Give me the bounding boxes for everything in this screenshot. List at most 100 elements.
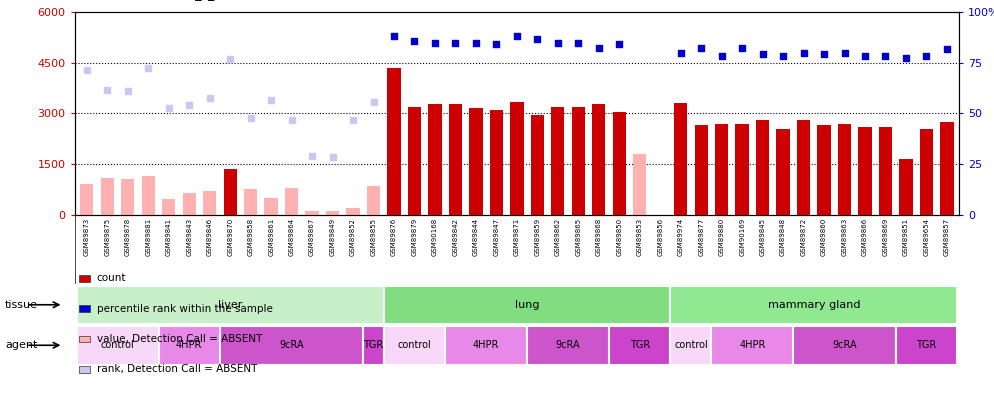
Bar (141, 176, 155, 215)
Bar (712, 326, 793, 364)
Bar (326, 211, 339, 215)
Bar (879, 127, 893, 215)
Text: GSM89877: GSM89877 (698, 218, 704, 256)
Bar (793, 326, 896, 364)
Bar (940, 122, 953, 215)
Point (530, 36, 546, 43)
Bar (736, 124, 748, 215)
Bar (79, 366, 89, 373)
Bar (469, 109, 482, 215)
Bar (715, 124, 729, 215)
Bar (100, 177, 114, 215)
Bar (81, 184, 93, 215)
Text: TGR: TGR (916, 340, 936, 350)
Text: GSM89846: GSM89846 (207, 218, 213, 256)
Point (99, 87, 115, 93)
Text: GSM89843: GSM89843 (186, 218, 192, 256)
Point (488, 41, 504, 47)
Text: GSM89850: GSM89850 (616, 218, 622, 256)
Bar (919, 129, 933, 215)
Bar (158, 326, 220, 364)
Point (120, 88, 136, 95)
Bar (224, 211, 237, 215)
Text: agent: agent (5, 340, 38, 350)
Text: lung: lung (515, 300, 540, 310)
Text: GSM89845: GSM89845 (759, 218, 765, 256)
Text: control: control (100, 340, 134, 350)
Text: GSM89863: GSM89863 (842, 218, 848, 256)
Text: GSM89857: GSM89857 (944, 218, 950, 256)
Text: GSM89847: GSM89847 (493, 218, 499, 256)
Point (590, 45, 606, 51)
Bar (776, 129, 790, 215)
Bar (428, 104, 441, 215)
Point (263, 97, 279, 103)
Text: liver: liver (218, 300, 243, 310)
Text: value, Detection Call = ABSENT: value, Detection Call = ABSENT (96, 334, 262, 344)
Text: GSM89859: GSM89859 (535, 218, 541, 256)
Point (283, 117, 299, 124)
Point (775, 53, 791, 59)
Point (345, 117, 361, 124)
Bar (695, 125, 708, 215)
Text: 4HPR: 4HPR (176, 340, 203, 350)
Text: GSM90169: GSM90169 (740, 218, 746, 256)
Bar (531, 115, 544, 215)
Point (427, 39, 443, 46)
Bar (448, 104, 462, 215)
Text: TGR: TGR (629, 340, 650, 350)
Text: 9cRA: 9cRA (832, 340, 857, 350)
Point (714, 53, 730, 59)
Text: count: count (96, 273, 126, 283)
Point (939, 46, 955, 53)
Text: GSM89842: GSM89842 (452, 218, 458, 256)
Text: percentile rank within the sample: percentile rank within the sample (96, 304, 272, 314)
Text: GSM89880: GSM89880 (719, 218, 725, 256)
Text: GSM89867: GSM89867 (309, 218, 315, 256)
Point (304, 152, 320, 159)
Bar (162, 200, 175, 215)
Text: 4HPR: 4HPR (740, 340, 765, 350)
Text: GSM89876: GSM89876 (391, 218, 397, 256)
Point (795, 49, 811, 56)
Point (878, 53, 894, 59)
Text: control: control (674, 340, 708, 350)
Point (243, 115, 258, 122)
Bar (363, 326, 384, 364)
Bar (285, 188, 298, 215)
Point (611, 41, 627, 47)
Point (571, 39, 586, 46)
Bar (592, 104, 605, 215)
Point (447, 39, 463, 46)
Point (161, 105, 177, 112)
Bar (896, 326, 957, 364)
Bar (79, 305, 89, 312)
Bar (220, 326, 363, 364)
Bar (77, 286, 384, 324)
Point (550, 39, 566, 46)
Bar (490, 110, 503, 215)
Bar (305, 211, 319, 215)
Text: GSM89860: GSM89860 (821, 218, 827, 256)
Text: GSM89856: GSM89856 (657, 218, 663, 256)
Point (386, 32, 402, 39)
Bar (900, 159, 912, 215)
Text: 4HPR: 4HPR (473, 340, 499, 350)
Bar (527, 326, 609, 364)
Point (673, 49, 689, 56)
Bar (838, 124, 851, 215)
Text: GSM89872: GSM89872 (800, 218, 806, 256)
Text: GSM89853: GSM89853 (637, 218, 643, 256)
Bar (224, 169, 237, 215)
Text: mammary gland: mammary gland (767, 300, 860, 310)
Text: GSM89852: GSM89852 (350, 218, 356, 256)
Point (918, 53, 934, 59)
Bar (367, 186, 380, 215)
Bar (445, 326, 527, 364)
Text: GSM89841: GSM89841 (166, 218, 172, 256)
Point (468, 39, 484, 46)
Bar (674, 103, 688, 215)
Bar (384, 286, 671, 324)
Text: GSM89851: GSM89851 (903, 218, 909, 256)
Point (202, 95, 218, 102)
